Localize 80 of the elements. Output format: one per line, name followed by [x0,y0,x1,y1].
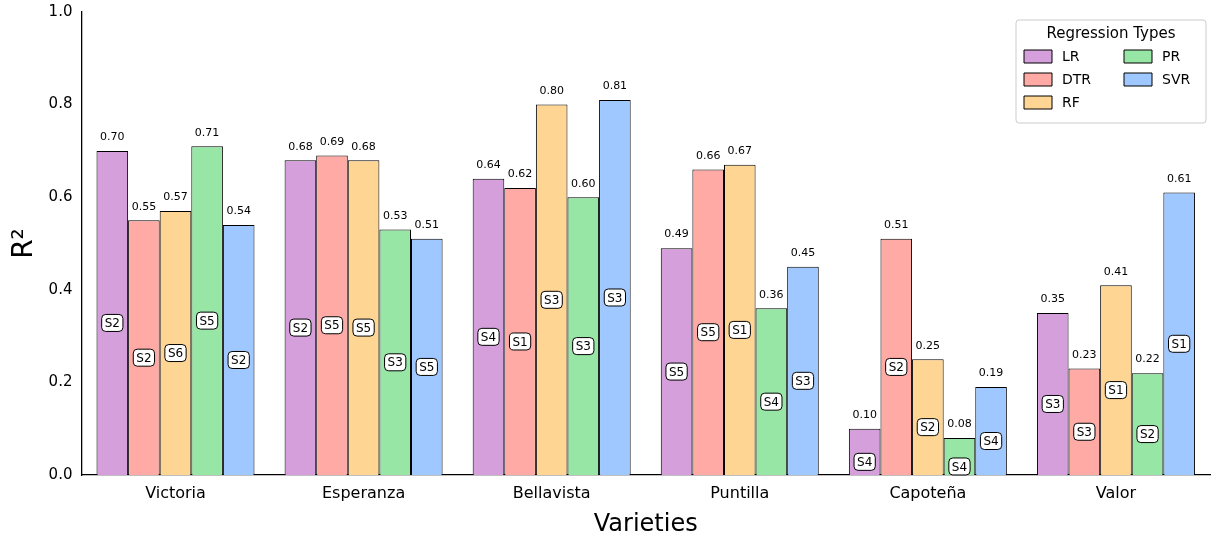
data-label: 0.68 [288,139,313,153]
data-label: 0.23 [1072,347,1097,361]
data-label: 0.10 [852,408,877,422]
annotation: S5 [324,318,340,333]
data-label: 0.45 [790,246,816,260]
annotation: S2 [292,320,309,335]
annotation: S1 [1108,383,1124,398]
data-label: 0.36 [759,287,784,301]
data-label: 0.80 [539,83,564,97]
data-label: 0.81 [602,79,628,93]
x-tick-label: Valor [1095,482,1137,502]
data-label: 0.57 [163,190,188,204]
annotation: S1 [1171,336,1187,351]
annotation: S3 [1076,424,1092,439]
legend-title: Regression Types [1046,23,1176,42]
legend-label: DTR [1062,70,1092,87]
data-label: 0.22 [1135,352,1160,366]
annotation: S4 [983,434,999,449]
x-tick-label: Esperanza [322,482,406,502]
annotation: S6 [167,346,184,361]
annotation: S5 [419,360,435,375]
data-label: 0.60 [571,176,596,190]
data-label: 0.71 [194,125,220,139]
annotation: S2 [231,353,247,368]
y-tick-label: 0.4 [48,279,73,298]
data-label: 0.70 [100,130,125,144]
y-tick-label: 0.2 [48,372,73,391]
annotation: S2 [888,360,904,375]
annotation: S2 [1139,427,1156,442]
data-label: 0.69 [319,134,345,148]
annotation: S5 [199,313,215,328]
legend-label: LR [1062,47,1080,64]
annotation: S2 [104,316,120,331]
data-label: 0.61 [1166,171,1192,185]
legend-label: PR [1162,47,1181,64]
data-label: 0.53 [382,208,408,222]
data-label: 0.35 [1040,292,1066,306]
data-label: 0.49 [664,227,689,241]
data-label: 0.41 [1103,264,1129,278]
data-label: 0.62 [507,167,533,181]
annotation: S3 [575,339,591,354]
annotation: S4 [763,394,780,409]
y-tick-label: 0.6 [48,187,73,206]
x-tick-label: Puntilla [710,482,770,502]
annotation: S3 [795,373,811,388]
data-label: 0.68 [351,139,376,153]
data-label: 0.19 [978,366,1004,380]
annotation: S5 [700,325,716,340]
annotation: S5 [355,320,372,335]
y-tick-label: 0.8 [48,94,73,113]
annotation: S3 [544,292,560,307]
annotation: S2 [136,350,152,365]
data-label: 0.51 [884,218,909,232]
y-axis-title: R² [6,228,40,259]
annotation: S4 [480,329,497,344]
y-tick-label: 0.0 [48,464,73,483]
annotation: S4 [857,454,873,469]
data-label: 0.64 [476,158,501,172]
data-label: 0.51 [414,218,440,232]
y-tick-label: 1.0 [48,1,73,20]
x-tick-label: Victoria [145,482,206,502]
legend-label: SVR [1162,70,1191,87]
data-label: 0.25 [915,338,941,352]
data-label: 0.66 [695,148,721,162]
x-tick-label: Bellavista [512,482,591,502]
annotation: S1 [512,334,528,349]
annotation: S3 [387,355,403,370]
annotation: S4 [951,459,968,474]
annotation: S2 [920,420,936,435]
legend-label: RF [1062,93,1080,110]
annotation: S5 [668,364,685,379]
annotation: S3 [1045,397,1061,412]
data-label: 0.55 [131,199,157,213]
data-label: 0.67 [727,144,753,158]
x-tick-label: Capoteña [889,482,967,502]
x-axis-title: Varieties [593,508,698,537]
data-label: 0.08 [947,417,972,431]
annotation: S1 [732,323,748,338]
annotation: S3 [607,290,623,305]
data-label: 0.54 [226,204,251,218]
